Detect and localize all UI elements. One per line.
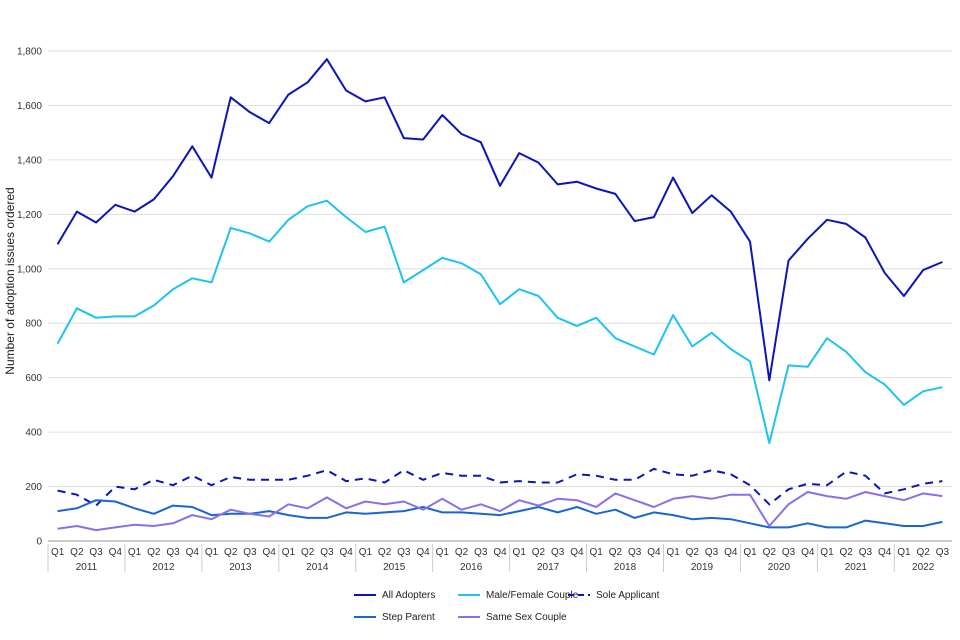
x-tick-label: Q4 <box>493 547 507 558</box>
x-tick-label: Q2 <box>686 547 700 558</box>
x-tick-label: Q4 <box>724 547 738 558</box>
x-tick-label: Q1 <box>897 547 911 558</box>
x-tick-label: Q1 <box>820 547 834 558</box>
x-tick-label: Q3 <box>859 547 873 558</box>
series-line-all-adopters <box>56 58 943 382</box>
x-tick-label: Q4 <box>263 547 277 558</box>
series-line-sole-applicant <box>57 467 943 507</box>
x-tick-label: Q4 <box>109 547 123 558</box>
x-tick-label: Q3 <box>89 547 103 558</box>
x-tick-label: Q3 <box>551 547 565 558</box>
x-tick-label: Q4 <box>878 547 892 558</box>
x-year-label: 2021 <box>845 562 868 573</box>
legend-label-all-adopters: All Adopters <box>382 590 435 601</box>
legend-label-same-sex-couple: Same Sex Couple <box>486 612 567 623</box>
x-tick-label: Q4 <box>186 547 200 558</box>
x-year-label: 2016 <box>460 562 483 573</box>
x-tick-label: Q1 <box>666 547 680 558</box>
x-year-label: 2011 <box>76 562 98 573</box>
x-year-label: 2014 <box>306 562 329 573</box>
x-tick-label: Q2 <box>378 547 392 558</box>
x-tick-label: Q4 <box>570 547 584 558</box>
x-tick-label: Q3 <box>243 547 257 558</box>
y-tick-label: 400 <box>25 428 42 439</box>
y-tick-label: 200 <box>25 482 42 493</box>
x-tick-label: Q1 <box>359 547 373 558</box>
x-year-label: 2015 <box>383 562 406 573</box>
x-axis: Q1 Q2 Q3 Q4 Q1 Q2 Q3 Q4 Q1 Q2 Q3 Q4 Q1 Q2 Q3 Q4 Q1 Q2 Q3 Q4… <box>47 540 952 573</box>
legend-label-sole-applicant: Sole Applicant <box>596 590 660 601</box>
y-tick-label: 600 <box>25 373 42 384</box>
y-tick-label: 1,800 <box>17 47 42 58</box>
x-tick-label: Q4 <box>647 547 661 558</box>
x-tick-label: Q2 <box>70 547 84 558</box>
x-tick-label: Q3 <box>936 547 950 558</box>
x-tick-label: Q3 <box>628 547 642 558</box>
x-tick-label: Q1 <box>205 547 219 558</box>
series-line-male-female-couple <box>56 199 943 444</box>
x-tick-label: Q1 <box>282 547 296 558</box>
x-tick-label: Q1 <box>436 547 450 558</box>
x-tick-label: Q3 <box>320 547 334 558</box>
y-axis-title: Number of adoption issues ordered <box>3 187 17 374</box>
x-tick-label: Q1 <box>743 547 757 558</box>
y-tick-label: 800 <box>25 319 42 330</box>
x-tick-label: Q3 <box>397 547 411 558</box>
x-tick-label: Q2 <box>916 547 930 558</box>
x-tick-label: Q4 <box>339 547 353 558</box>
y-axis-ticks: 0 200 400 600 800 1,000 1,200 1,400 1,600 1,800 <box>17 47 42 548</box>
x-tick-label: Q3 <box>705 547 719 558</box>
y-tick-label: 1,200 <box>17 210 42 221</box>
x-year-label: 2018 <box>614 562 637 573</box>
x-year-label: 2013 <box>229 562 252 573</box>
x-tick-label: Q1 <box>589 547 603 558</box>
x-year-label: 2019 <box>691 562 714 573</box>
x-tick-label: Q3 <box>782 547 796 558</box>
x-year-label: 2020 <box>768 562 791 573</box>
x-tick-label: Q4 <box>801 547 815 558</box>
y-tick-label: 1,400 <box>17 155 42 166</box>
x-year-label: 2012 <box>152 562 175 573</box>
x-tick-label: Q2 <box>763 547 777 558</box>
x-tick-label: Q3 <box>166 547 180 558</box>
series-line-same-sex-couple <box>57 491 943 532</box>
legend-label-step-parent: Step Parent <box>382 612 435 623</box>
x-tick-label: Q2 <box>224 547 238 558</box>
legend: All Adopters Male/Female Couple Sole Appli… <box>354 590 660 623</box>
x-tick-label: Q4 <box>416 547 430 558</box>
x-tick-label: Q2 <box>532 547 546 558</box>
x-tick-label: Q2 <box>609 547 623 558</box>
y-tick-label: 1,000 <box>17 264 42 275</box>
x-tick-label: Q2 <box>301 547 315 558</box>
series-lines <box>56 58 943 532</box>
x-tick-label: Q1 <box>51 547 65 558</box>
x-tick-label: Q1 <box>128 547 142 558</box>
x-tick-label: Q3 <box>474 547 488 558</box>
y-tick-label: 0 <box>36 537 42 548</box>
x-tick-label: Q2 <box>840 547 854 558</box>
legend-label-male-female-couple: Male/Female Couple <box>486 590 579 601</box>
x-year-label: 2022 <box>912 562 935 573</box>
x-tick-label: Q2 <box>455 547 469 558</box>
gridlines <box>48 50 952 488</box>
x-year-label: 2017 <box>537 562 560 573</box>
x-tick-label: Q1 <box>513 547 527 558</box>
y-tick-label: 1,600 <box>17 101 42 112</box>
series-line-step-parent <box>57 499 943 529</box>
x-tick-label: Q2 <box>147 547 161 558</box>
